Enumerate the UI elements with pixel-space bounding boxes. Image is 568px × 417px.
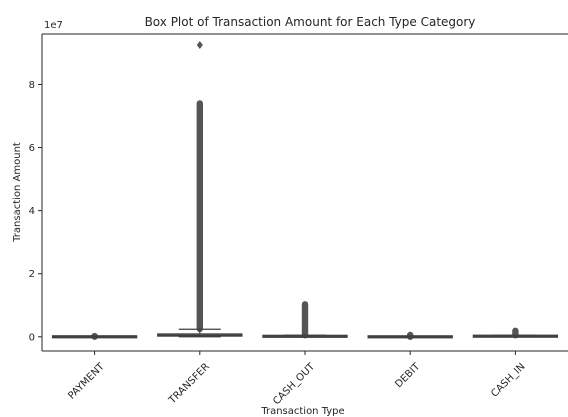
x-tick-label: CASH_OUT [271,361,318,408]
chart-title: Box Plot of Transaction Amount for Each … [145,15,476,29]
x-tick-label: TRANSFER [166,361,212,407]
y-axis-label: Transaction Amount [12,142,23,243]
y-offset-label: 1e7 [44,20,63,31]
y-tick-label: 0 [29,332,35,343]
y-tick-label: 6 [29,143,35,154]
y-tick-label: 8 [29,80,35,91]
x-tick-label: CASH_IN [489,361,527,399]
y-tick-label: 2 [29,269,35,280]
y-tick-label: 4 [29,206,35,217]
outliers-cash_out [301,301,309,339]
x-tick-label: DEBIT [393,361,423,391]
outliers-transfer [196,100,203,333]
plot-area: 0 2 4 6 8 PAYMENT TRANSFER CASH_OUT DEBIT CASH_IN [29,33,568,408]
x-tick-label: PAYMENT [66,361,107,402]
x-axis-label: Transaction Type [260,406,344,417]
outlier-point [196,41,203,50]
